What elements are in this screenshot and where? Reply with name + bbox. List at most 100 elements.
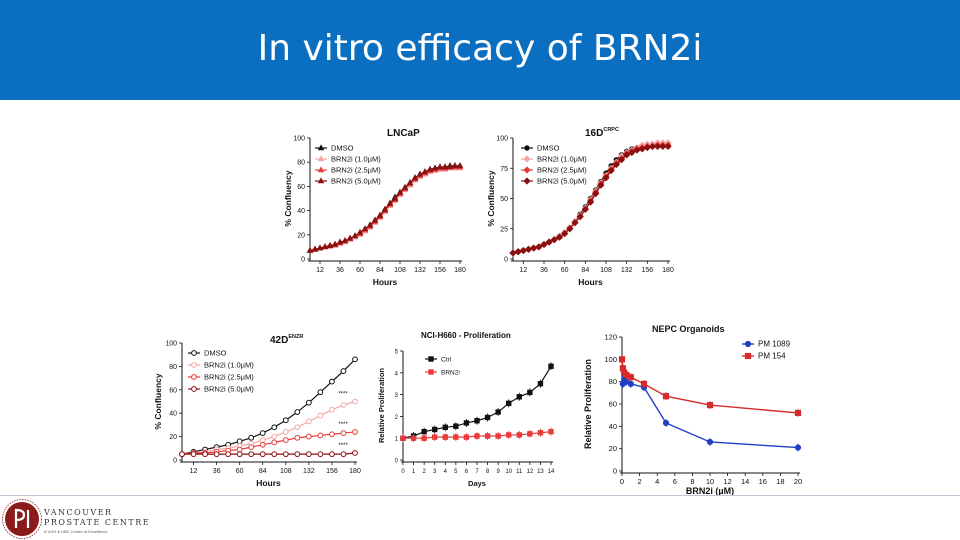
y-tick-label: 40 [297,208,305,215]
data-point [294,451,301,458]
data-point [259,437,266,444]
x-tick-label: 60 [561,267,569,274]
x-tick-label: 14 [548,469,555,475]
data-point [352,398,358,405]
x-tick-label: 12 [190,468,198,475]
x-tick-label: 0 [620,477,624,486]
x-tick-label: 9 [496,469,500,475]
data-point [550,236,558,244]
x-tick-label: 14 [741,477,749,486]
data-point [571,219,579,227]
chart-16d: 0 25 50 75 100 12 36 60 84 108 132 156 180 Hours % Con… [485,124,685,289]
data-point [259,451,266,458]
data-point [602,174,610,182]
legend-marker [744,352,752,360]
x-tick-label: 6 [673,477,677,486]
legend-marker [191,350,197,356]
data-point [648,142,657,151]
legend-marker [428,369,434,375]
y-tick-label: 80 [609,377,617,386]
data-point [346,234,354,241]
x-tick-label: 60 [236,468,244,475]
y-tick-label: 25 [500,226,508,233]
data-point [561,230,569,238]
y-tick-label: 120 [604,333,617,342]
y-axis-label: % Confluency [153,373,163,429]
y-tick-label: 20 [609,444,617,453]
legend-marker [317,177,325,184]
footer-divider [0,495,960,496]
data-point [340,402,347,408]
data-point [474,433,480,439]
data-point [463,434,470,440]
legend-entry: BRN2i (2.5µM) [331,166,381,175]
data-point [401,183,409,190]
data-point [271,424,278,431]
legend-marker [428,356,434,362]
x-tick-label: 16 [759,477,767,486]
data-point [627,380,634,388]
data-point [576,213,584,221]
data-point [617,156,626,164]
data-point [410,435,417,441]
data-point [451,162,459,169]
legend-entry: BRN2i (5.0µM) [537,177,587,186]
legend-marker [523,177,531,185]
data-point [516,394,522,400]
title-banner: In vitro efficacy of BRN2i [0,0,960,100]
x-tick-label: 84 [259,468,267,475]
y-tick-label: 40 [609,422,617,431]
chart-title-superscript: CRPC [603,127,619,133]
data-point [294,434,301,441]
x-axis-label: Hours [373,277,398,287]
data-point [213,451,220,458]
y-tick-label: 3 [395,393,399,399]
data-point [311,245,319,252]
logo-line-2: PROSTATE CENTRE [44,518,151,527]
x-tick-label: 84 [376,267,384,274]
data-point [540,240,548,249]
data-point [654,142,662,151]
legend: DMSO BRN2i (1.0µM) BRN2i (2.5µM) BRN2i (5.0… [188,349,254,394]
data-point [352,450,358,456]
data-point [336,238,344,245]
chart-svg: 0 20 40 60 80 100 120 0 2 4 6 8 10 12 14 16 18 20 BRN2i (µ… [583,324,802,496]
legend: PM 1089 PM 154 [742,340,791,361]
legend-entry: BRN2i (5.0µM) [204,385,254,394]
data-point [317,451,324,458]
chart-42d: 0 20 40 60 80 100 12 36 60 84 108 132 156 180 Hours % C… [152,325,367,490]
x-tick-label: 11 [516,469,523,475]
legend-marker [317,144,325,151]
significance-label: **** [338,392,348,398]
data-point [386,199,394,206]
data-point [391,194,399,201]
y-tick-label: 80 [169,364,177,371]
x-tick-label: 132 [303,468,315,475]
data-point [317,412,324,419]
series-line [181,431,356,455]
data-point [506,432,512,438]
y-tick-label: 60 [609,400,617,409]
data-point [305,451,312,458]
data-point [356,228,364,235]
data-point [537,430,544,436]
data-point [514,248,522,256]
data-point [509,249,517,257]
legend-entry: PM 154 [758,352,786,361]
data-point [453,434,459,440]
data-point [474,418,480,424]
data-point [294,409,301,415]
legend-marker [523,166,531,174]
significance-label: **** [338,443,348,449]
data-point [706,402,714,409]
data-point [341,237,349,244]
data-point [431,164,439,171]
data-point [627,374,634,381]
x-axis-label: BRN2i (µM) [686,486,734,496]
legend-entry: Ctrl [441,357,452,364]
x-tick-label: 5 [454,469,458,475]
data-point [659,142,667,151]
series-2 [400,427,554,443]
y-tick-label: 20 [169,434,177,441]
